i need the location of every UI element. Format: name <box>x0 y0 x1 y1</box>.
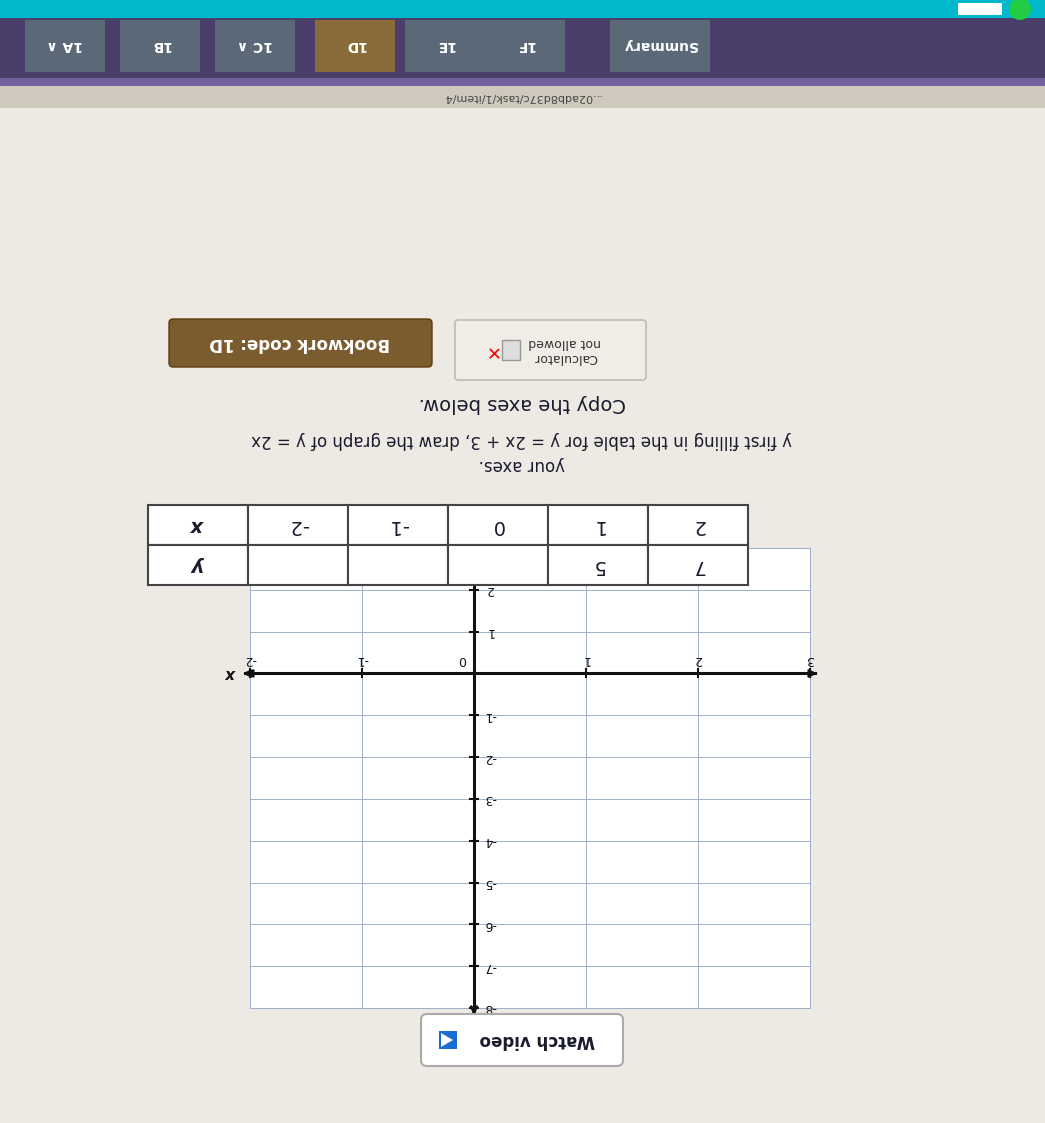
Text: -5: -5 <box>484 876 496 889</box>
Text: 0: 0 <box>458 652 466 666</box>
Text: your axes.: your axes. <box>479 456 565 474</box>
Text: x: x <box>227 666 237 681</box>
Text: x: x <box>191 515 205 535</box>
Bar <box>648 545 748 585</box>
Bar <box>448 505 548 545</box>
Bar <box>148 545 248 585</box>
FancyBboxPatch shape <box>169 319 432 367</box>
Bar <box>448 545 548 585</box>
Text: -7: -7 <box>484 960 496 973</box>
Bar <box>148 505 248 545</box>
Bar <box>548 505 648 545</box>
Bar <box>0 18 1045 77</box>
Text: y: y <box>191 556 205 575</box>
Bar <box>405 20 485 72</box>
Text: 1C ∧: 1C ∧ <box>237 38 273 52</box>
Bar <box>958 3 1002 15</box>
Text: 5: 5 <box>591 556 604 575</box>
Bar <box>485 20 565 72</box>
Text: 1B: 1B <box>149 38 170 52</box>
Text: -2: -2 <box>484 750 496 764</box>
Text: y first filling in the table for y = 2x + 3, draw the graph of y = 2x: y first filling in the table for y = 2x … <box>252 431 792 449</box>
Text: 1D: 1D <box>345 38 366 52</box>
Text: Bookwork code: 1D: Bookwork code: 1D <box>210 334 391 351</box>
Text: -1: -1 <box>389 515 408 535</box>
Text: 1: 1 <box>591 515 604 535</box>
Text: 7: 7 <box>692 556 704 575</box>
Bar <box>0 86 1045 108</box>
Polygon shape <box>441 1033 452 1047</box>
Text: 1: 1 <box>486 626 494 638</box>
Text: -4: -4 <box>484 834 496 847</box>
Bar <box>348 545 448 585</box>
Circle shape <box>1009 0 1031 20</box>
Text: -1: -1 <box>355 652 368 666</box>
Text: y: y <box>469 1019 479 1033</box>
Text: 1A ∧: 1A ∧ <box>47 38 84 52</box>
FancyBboxPatch shape <box>455 320 646 380</box>
Bar <box>439 1031 457 1049</box>
Text: Calculator
not allowed: Calculator not allowed <box>529 336 601 364</box>
Bar <box>25 20 105 72</box>
Text: 1: 1 <box>582 652 590 666</box>
Bar <box>248 545 348 585</box>
Bar <box>502 340 520 360</box>
Bar <box>610 20 710 72</box>
Text: Copy the axes below.: Copy the axes below. <box>418 393 626 412</box>
Text: 3: 3 <box>806 652 814 666</box>
Bar <box>248 505 348 545</box>
Text: ...02adb8d37c/task/1/item/4: ...02adb8d37c/task/1/item/4 <box>443 92 601 102</box>
Text: Watch video: Watch video <box>480 1031 595 1049</box>
Text: -1: -1 <box>484 709 496 722</box>
Text: 3: 3 <box>486 541 494 555</box>
Text: ✕: ✕ <box>483 341 497 359</box>
Text: 0: 0 <box>492 515 504 535</box>
Bar <box>315 20 395 72</box>
Bar <box>250 548 810 1008</box>
Text: -8: -8 <box>484 1002 496 1014</box>
Bar <box>548 545 648 585</box>
Text: -2: -2 <box>288 515 307 535</box>
Bar <box>0 0 1045 18</box>
Text: 2: 2 <box>486 583 494 596</box>
FancyBboxPatch shape <box>421 1014 623 1066</box>
Text: -2: -2 <box>243 652 256 666</box>
Text: 2: 2 <box>694 652 702 666</box>
Text: 1E: 1E <box>436 38 455 52</box>
Bar <box>120 20 200 72</box>
Bar <box>648 505 748 545</box>
Bar <box>0 77 1045 86</box>
Text: Summary: Summary <box>623 38 697 52</box>
Text: -3: -3 <box>484 793 496 805</box>
Bar <box>348 505 448 545</box>
Text: 2: 2 <box>692 515 704 535</box>
Text: 1F: 1F <box>515 38 535 52</box>
Text: -6: -6 <box>484 917 496 931</box>
Bar <box>215 20 295 72</box>
